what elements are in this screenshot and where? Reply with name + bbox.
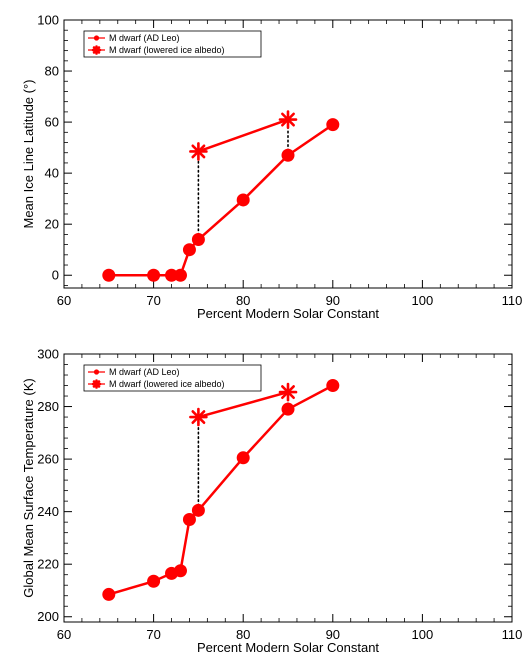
x-tick-label: 90 — [326, 627, 340, 642]
x-tick-label: 70 — [146, 627, 160, 642]
series-line-1 — [198, 390, 289, 419]
data-point — [147, 574, 161, 588]
y-tick-label: 20 — [45, 217, 59, 232]
data-point — [191, 233, 205, 247]
y-tick-label: 0 — [52, 268, 59, 283]
x-tick-label: 60 — [57, 627, 71, 642]
surface-temperature-chart: 60 70 80 90 100 110 200 220 240 260 280 300 Percent… — [21, 347, 522, 656]
x-tick-label: 90 — [326, 293, 340, 308]
x-axis-label: Percent Modern Solar Constant — [197, 640, 379, 655]
x-tick-label: 110 — [502, 627, 523, 642]
y-tick-label: 100 — [37, 13, 59, 28]
legend-marker-circle — [93, 35, 100, 41]
data-point-asterisk-stroke — [281, 385, 295, 400]
connector-lines — [197, 118, 289, 241]
legend-box — [83, 364, 262, 392]
tick-labels: 60 70 80 90 100 110 200 220 240 260 280 300 — [37, 347, 522, 643]
y-tick-label: 300 — [37, 347, 59, 362]
plot-frame — [63, 19, 513, 289]
legend-asterisk-stroke — [92, 380, 101, 388]
series-group — [102, 110, 340, 282]
axis-ticks — [63, 19, 513, 288]
x-tick-label: 70 — [146, 293, 160, 308]
data-point-asterisk — [278, 382, 298, 402]
legend-asterisk-stroke — [92, 46, 101, 54]
data-point — [147, 268, 161, 282]
data-point — [326, 118, 340, 132]
y-axis-label: Global Mean Surface Temperature (K) — [21, 378, 36, 597]
axis-ticks — [63, 353, 513, 622]
data-point-asterisk-stroke — [281, 112, 295, 127]
legend-asterisk — [91, 379, 102, 389]
data-point — [173, 564, 187, 578]
y-tick-label: 200 — [37, 609, 59, 624]
x-axis-label: Percent Modern Solar Constant — [197, 306, 379, 321]
legend-label-0: M dwarf (AD Leo) — [109, 33, 180, 43]
legend: M dwarf (AD Leo) M dwarf (lowered ice al… — [83, 30, 262, 58]
y-axis-label: Mean Ice Line Latitude (°) — [21, 79, 36, 228]
series-group — [102, 379, 340, 601]
legend-marker-asterisk — [91, 45, 102, 55]
x-tick-label: 60 — [57, 293, 71, 308]
series-line-0 — [108, 123, 334, 277]
y-tick-label: 280 — [37, 399, 59, 414]
series-line-0 — [108, 384, 334, 596]
data-point — [165, 268, 179, 282]
legend: M dwarf (AD Leo) M dwarf (lowered ice al… — [83, 364, 262, 392]
connector-lines — [197, 391, 289, 512]
data-point — [281, 402, 295, 416]
legend-label-1: M dwarf (lowered ice albedo) — [109, 379, 225, 389]
data-point-asterisk-stroke — [191, 410, 206, 425]
data-point — [173, 268, 187, 282]
y-tick-label: 260 — [37, 452, 59, 467]
data-point — [326, 379, 340, 393]
plot-frame — [63, 353, 513, 623]
legend-asterisk — [91, 45, 102, 55]
data-point-asterisk — [278, 110, 298, 129]
ice-line-chart: 60 70 80 90 100 110 0 20 40 60 80 100 Percent Moder… — [21, 13, 522, 322]
x-tick-label: 80 — [236, 293, 250, 308]
data-point — [236, 193, 250, 207]
data-point — [182, 243, 196, 257]
data-point — [102, 268, 116, 282]
x-tick-label: 100 — [412, 293, 434, 308]
data-point — [102, 587, 116, 601]
series-line-1 — [197, 118, 289, 153]
legend-label-1: M dwarf (lowered ice albedo) — [109, 45, 225, 55]
data-point — [236, 451, 250, 465]
x-tick-label: 110 — [502, 293, 523, 308]
legend-box — [83, 30, 262, 58]
y-tick-label: 60 — [45, 115, 59, 130]
y-tick-label: 220 — [37, 557, 59, 572]
x-tick-label: 100 — [412, 627, 434, 642]
data-point-asterisk-stroke — [191, 144, 206, 159]
data-point — [191, 503, 205, 517]
data-point — [281, 148, 295, 162]
y-tick-label: 240 — [37, 504, 59, 519]
legend-label-0: M dwarf (AD Leo) — [109, 367, 180, 377]
legend-marker-asterisk — [91, 379, 102, 389]
y-tick-label: 40 — [45, 166, 59, 181]
data-point — [182, 513, 196, 527]
x-tick-label: 80 — [236, 627, 250, 642]
data-point-asterisk — [189, 142, 208, 161]
legend-marker-circle — [93, 369, 100, 375]
data-point-asterisk — [189, 407, 208, 427]
y-tick-label: 80 — [45, 64, 59, 79]
tick-labels: 60 70 80 90 100 110 0 20 40 60 80 100 — [37, 13, 522, 309]
